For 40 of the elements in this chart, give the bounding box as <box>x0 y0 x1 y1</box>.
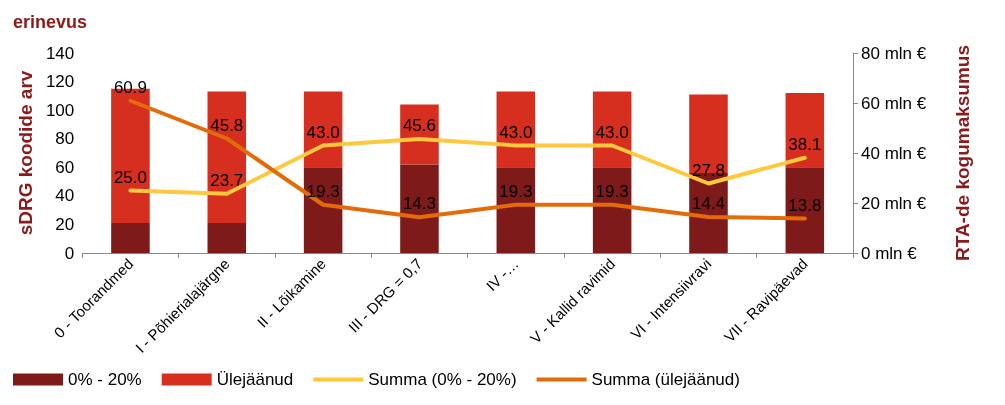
data-label: 13.8 <box>788 195 822 215</box>
legend-label: Summa (ülejäänud) <box>591 370 740 389</box>
y-tick-label: 0 <box>64 243 75 263</box>
y-tick-label: 140 <box>45 43 75 63</box>
data-label: 14.4 <box>691 194 726 213</box>
y-tick-label: 20 <box>55 214 75 234</box>
legend-label: Summa (0% - 20%) <box>368 370 517 389</box>
data-label: 45.8 <box>210 115 244 135</box>
data-label: 45.6 <box>402 116 437 135</box>
bar <box>785 167 825 253</box>
data-label: 43.0 <box>595 122 629 142</box>
data-label: 19.3 <box>595 181 629 201</box>
bar <box>400 164 439 253</box>
y-axis-title: sDRG koodide arv <box>15 70 36 236</box>
data-label: 19.3 <box>306 181 340 201</box>
data-label: 38.1 <box>788 134 822 154</box>
y-tick-label: 40 <box>55 186 75 206</box>
y2-tick-label: 0 mln € <box>861 243 918 263</box>
y-tick-label: 60 <box>55 157 75 177</box>
chart-title: erinevus <box>13 12 88 32</box>
y-tick-label: 120 <box>45 72 75 92</box>
bar <box>111 223 150 253</box>
data-label: 19.3 <box>499 181 533 201</box>
legend-label: 0% - 20% <box>68 370 142 389</box>
data-label: 14.3 <box>402 194 437 214</box>
data-label: 23.7 <box>210 170 244 190</box>
data-label: 25.0 <box>113 167 147 187</box>
data-label: 43.0 <box>306 122 340 142</box>
bar <box>207 223 247 253</box>
y2-tick-label: 60 mln € <box>861 93 927 113</box>
y-tick-label: 80 <box>55 129 75 149</box>
data-label: 27.8 <box>691 160 726 180</box>
y2-tick-label: 40 mln € <box>861 143 927 163</box>
y2-tick-label: 80 mln € <box>861 43 927 63</box>
y2-tick-label: 20 mln € <box>861 193 927 213</box>
y2-axis-title: RTA-de kogumaksumus <box>952 44 973 262</box>
y-tick-label: 100 <box>45 100 75 120</box>
x-tick-label: IV -… <box>482 254 522 295</box>
legend-label: Ülejäänud <box>216 370 294 389</box>
data-label: 43.0 <box>499 122 533 142</box>
